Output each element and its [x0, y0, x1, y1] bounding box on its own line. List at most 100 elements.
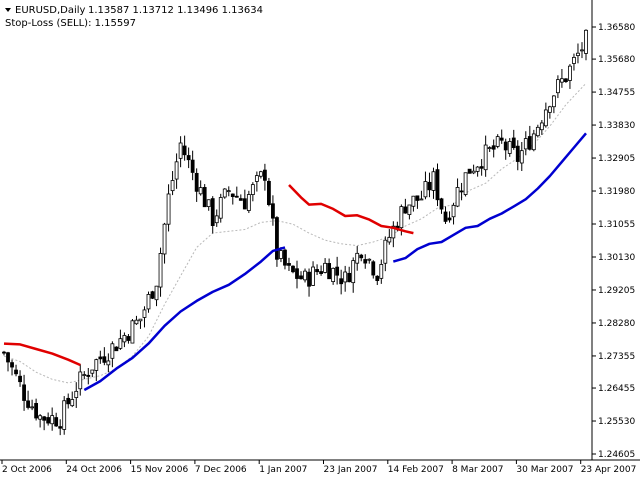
price-tick-label: 1.25530 — [598, 417, 635, 427]
candle-bear — [267, 180, 271, 206]
candle-bull — [162, 223, 167, 255]
candle-bull — [218, 197, 223, 219]
candle-bear — [564, 78, 568, 82]
candle-bull — [343, 271, 348, 283]
symbol-title: EURUSD,Daily — [15, 5, 86, 16]
candle-bull — [539, 122, 544, 131]
price-tick-label: 1.26455 — [598, 384, 635, 394]
candle-bull — [351, 260, 356, 284]
candle-bear — [295, 268, 299, 279]
candle-bull — [222, 188, 227, 198]
candle-bull — [323, 262, 328, 273]
candle-bear — [230, 193, 235, 198]
candle-bull — [206, 199, 211, 208]
candle-bull — [170, 180, 175, 192]
candle-bear — [467, 168, 472, 174]
stop-loss-line — [3, 342, 81, 367]
time-tick-label: 23 Jan 2007 — [324, 465, 378, 475]
candle-bull — [584, 29, 588, 54]
signal-ma-layer — [3, 82, 587, 384]
price-tick-label: 1.34755 — [598, 88, 635, 98]
candle-bull — [214, 215, 219, 224]
candle-bear — [403, 206, 408, 214]
candle-bear — [275, 217, 279, 260]
candle-bull — [254, 175, 259, 182]
candle-bear — [287, 263, 291, 266]
candle-bull — [50, 415, 55, 425]
candle-bull — [572, 56, 576, 64]
candle-bull — [74, 390, 79, 398]
candle-bull — [543, 109, 548, 127]
candle-bear — [42, 416, 47, 421]
chevron-down-icon[interactable] — [5, 8, 11, 12]
candle-bull — [118, 338, 123, 349]
candle-bull — [106, 360, 111, 366]
candle-bull — [30, 406, 34, 409]
candle-bull — [355, 252, 360, 264]
candle-bear — [515, 145, 520, 162]
candle-bull — [246, 194, 251, 211]
candle-bull — [475, 166, 480, 172]
candle-bull — [250, 184, 255, 195]
candle-bear — [375, 275, 380, 282]
price-tick-label: 1.32905 — [598, 154, 635, 164]
candle-bear — [527, 136, 532, 150]
candle-bull — [507, 141, 512, 154]
candle-bull — [580, 49, 584, 52]
candle-bear — [190, 159, 195, 173]
candle-bear — [54, 417, 59, 427]
candle-bull — [82, 374, 87, 376]
trend-ma-line — [83, 246, 286, 392]
price-tick-label: 1.31980 — [598, 187, 635, 197]
candle-bull — [134, 319, 139, 325]
candle-bear — [371, 261, 376, 276]
candle-bear — [363, 259, 368, 264]
candle-bear — [479, 166, 484, 169]
candle-bear — [2, 351, 6, 354]
candle-bull — [556, 79, 560, 94]
time-tick-label: 14 Feb 2007 — [388, 465, 444, 475]
trend-ma-layer — [83, 132, 587, 392]
price-tick-label: 1.33830 — [598, 121, 635, 131]
candle-bull — [130, 320, 135, 344]
candle-bull — [154, 285, 159, 301]
time-tick-label: 30 Mar 2007 — [516, 465, 573, 475]
candle-bull — [122, 335, 127, 343]
candle-bear — [114, 346, 119, 352]
candle-bear — [242, 198, 247, 210]
stop-loss-line — [288, 184, 414, 235]
candle-bear — [283, 249, 287, 266]
candle-bull — [531, 133, 536, 151]
candle-bull — [62, 400, 67, 430]
candle-bull — [568, 65, 572, 81]
candle-bull — [379, 264, 384, 279]
candle-bear — [299, 275, 303, 280]
ohlc-values: 1.13587 1.13712 1.13496 1.13634 — [88, 5, 263, 16]
candle-bear — [347, 272, 352, 283]
candle-bear — [271, 203, 275, 219]
candle-bull — [523, 138, 528, 150]
stop-loss-layer — [3, 184, 414, 367]
candle-bear — [439, 198, 444, 210]
candle-bull — [560, 78, 564, 83]
candle-bull — [419, 198, 424, 201]
candle-bull — [174, 161, 179, 180]
candle-bear — [435, 169, 440, 201]
price-tick-label: 1.30130 — [598, 253, 635, 263]
candle-bull — [463, 172, 468, 195]
candle-bull — [455, 187, 460, 207]
candle-bull — [331, 267, 336, 282]
candle-bear — [210, 198, 215, 227]
candles-layer — [2, 29, 588, 436]
candle-bull — [166, 193, 171, 225]
candle-bull — [471, 170, 476, 174]
stoploss-label: Stop-Loss (SELL): 1.15597 — [5, 18, 136, 29]
candle-bear — [58, 426, 63, 429]
candle-bull — [487, 147, 492, 150]
candle-bear — [186, 155, 191, 161]
trend-ma-line — [392, 132, 587, 263]
candle-bull — [38, 415, 43, 420]
candle-bear — [234, 195, 239, 198]
